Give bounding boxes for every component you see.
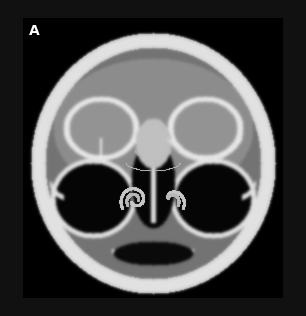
Text: A: A xyxy=(29,24,40,38)
